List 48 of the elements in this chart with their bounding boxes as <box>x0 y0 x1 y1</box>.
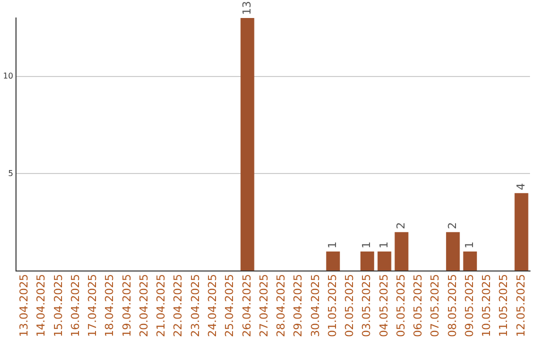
x-tick-label: 26.04.2025 <box>240 274 254 338</box>
x-tick-label: 11.05.2025 <box>497 274 510 338</box>
bar <box>394 232 408 271</box>
y-tick-label: 10 <box>2 71 14 80</box>
x-tick-label: 02.05.2025 <box>343 274 356 338</box>
x-tick-label: 08.05.2025 <box>446 274 459 338</box>
data-label: 1 <box>360 242 374 249</box>
data-label: 1 <box>377 242 390 249</box>
data-label: 4 <box>514 183 528 190</box>
data-label: 1 <box>326 242 339 249</box>
x-tick-label: 22.04.2025 <box>172 274 185 338</box>
bar <box>446 232 460 271</box>
x-tick-label: 30.04.2025 <box>308 274 322 338</box>
x-tick-label: 18.04.2025 <box>103 274 116 338</box>
bar <box>240 18 254 271</box>
x-tick-label: 09.05.2025 <box>462 274 476 338</box>
bar <box>514 193 528 271</box>
x-tick-label: 19.04.2025 <box>120 274 134 338</box>
y-tick-label: 5 <box>8 168 14 178</box>
x-tick-label: 21.04.2025 <box>154 274 168 338</box>
x-tick-label: 03.05.2025 <box>360 274 374 338</box>
x-tick-label: 16.04.2025 <box>68 274 82 338</box>
bar <box>378 252 392 271</box>
bar <box>326 252 340 271</box>
x-tick-label: 13.04.2025 <box>18 274 31 338</box>
x-tick-label: 29.04.2025 <box>292 274 305 338</box>
x-tick-label: 04.05.2025 <box>377 274 390 338</box>
x-tick-label: 28.04.2025 <box>274 274 288 338</box>
data-label: 2 <box>446 222 459 230</box>
x-tick-label: 20.04.2025 <box>137 274 150 338</box>
x-tick-label: 05.05.2025 <box>394 274 408 338</box>
x-tick-label: 24.04.2025 <box>206 274 220 338</box>
x-tick-label: 12.05.2025 <box>514 274 528 338</box>
data-label: 13 <box>240 1 254 15</box>
bar <box>463 252 477 271</box>
x-tick-label: 17.04.2025 <box>86 274 100 338</box>
x-tick-label: 10.05.2025 <box>480 274 494 338</box>
x-tick-label: 27.04.2025 <box>257 274 270 338</box>
x-tick-label: 15.04.2025 <box>52 274 65 338</box>
x-tick-label: 14.04.2025 <box>34 274 48 338</box>
data-label: 2 <box>394 222 408 230</box>
bar <box>360 252 374 271</box>
x-tick-label: 06.05.2025 <box>412 274 425 338</box>
x-tick-label: 25.04.2025 <box>223 274 236 338</box>
x-tick-label: 23.04.2025 <box>188 274 202 338</box>
x-tick-label: 07.05.2025 <box>428 274 442 338</box>
x-tick-label: 01.05.2025 <box>326 274 339 338</box>
data-label: 1 <box>462 242 476 249</box>
